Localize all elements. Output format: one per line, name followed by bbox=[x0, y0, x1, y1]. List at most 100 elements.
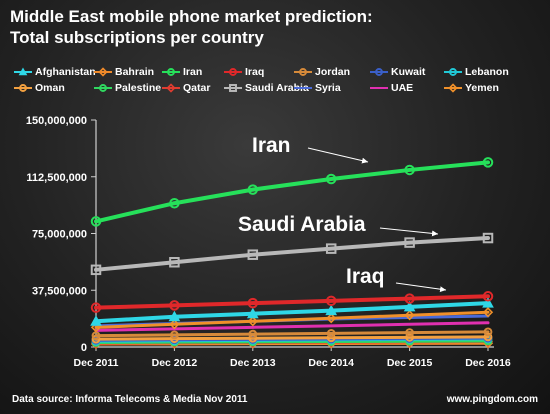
legend-marker bbox=[229, 68, 237, 77]
series-uae bbox=[94, 321, 490, 332]
data-point-jordan bbox=[405, 328, 415, 338]
data-point-saudi-arabia bbox=[404, 237, 415, 248]
series-yemen bbox=[90, 307, 494, 333]
legend-label: Saudi Arabia bbox=[245, 82, 309, 94]
y-tick-label: 150,000,000 bbox=[26, 115, 87, 127]
annotation-iran: Iran bbox=[252, 134, 291, 157]
legend-marker-icon bbox=[370, 67, 388, 77]
legend-label: Qatar bbox=[183, 82, 211, 94]
data-point-saudi-arabia bbox=[90, 264, 102, 276]
x-tick-label: Dec 2015 bbox=[387, 357, 433, 369]
site-url: www.pingdom.com bbox=[446, 394, 538, 405]
data-point-afghanistan bbox=[403, 300, 416, 312]
legend-item-afghanistan: Afghanistan bbox=[14, 66, 96, 79]
y-axis-ticks: 0 37,500,000 75,000,000 112,500,000 150,000,… bbox=[26, 115, 96, 354]
series-iraq bbox=[90, 291, 494, 313]
legend-item-palestine: Palestine bbox=[94, 82, 161, 95]
legend-label: Oman bbox=[35, 82, 65, 94]
data-point-iraq bbox=[482, 291, 494, 302]
data-point-saudi-arabia bbox=[247, 249, 259, 260]
legend-item-qatar: Qatar bbox=[162, 82, 210, 95]
legend-label: Syria bbox=[315, 82, 341, 94]
legend-marker-icon bbox=[14, 67, 32, 77]
data-point-iraq bbox=[169, 300, 180, 311]
legend-item-bahrain: Bahrain bbox=[94, 66, 154, 79]
legend-marker bbox=[19, 84, 27, 93]
data-point-afghanistan bbox=[325, 304, 338, 316]
y-tick-label: 112,500,000 bbox=[26, 172, 87, 184]
legend-marker bbox=[98, 67, 108, 77]
data-point-jordan bbox=[170, 330, 179, 340]
legend-marker bbox=[375, 68, 383, 77]
y-tick-label: 0 bbox=[81, 342, 87, 354]
x-tick-label: Dec 2011 bbox=[74, 357, 119, 369]
data-point-iran bbox=[325, 173, 337, 185]
data-point-saudi-arabia bbox=[169, 257, 180, 268]
data-point-iraq bbox=[90, 302, 102, 313]
data-point-iran bbox=[247, 184, 259, 195]
data-point-iran bbox=[90, 216, 102, 227]
data-point-afghanistan bbox=[482, 297, 494, 308]
chart-title: Middle East mobile phone market predicti… bbox=[10, 6, 373, 48]
legend-marker-icon bbox=[162, 83, 180, 93]
legend-marker-icon bbox=[444, 67, 462, 77]
legend-marker bbox=[448, 83, 458, 93]
annotation-arrow bbox=[307, 147, 369, 164]
annotation-saudi-arabia: Saudi Arabia bbox=[238, 213, 366, 236]
legend-marker-icon bbox=[294, 67, 312, 77]
legend-label: Bahrain bbox=[115, 66, 155, 78]
legend-item-yemen: Yemen bbox=[444, 82, 499, 95]
legend-marker bbox=[229, 84, 237, 93]
data-point-afghanistan bbox=[246, 307, 259, 319]
y-tick-label: 75,000,000 bbox=[32, 229, 87, 241]
data-point-yemen bbox=[482, 307, 494, 318]
data-point-jordan bbox=[326, 328, 336, 338]
x-tick-label: Dec 2016 bbox=[465, 357, 511, 369]
legend-marker bbox=[449, 68, 457, 77]
series-line-jordan bbox=[94, 330, 490, 338]
data-source-note: Data source: Informa Telecoms & Media No… bbox=[12, 394, 248, 405]
series-line-yemen bbox=[94, 310, 490, 329]
legend-marker bbox=[166, 83, 176, 93]
annotation-arrow bbox=[395, 282, 447, 293]
legend-item-uae: UAE bbox=[370, 82, 413, 95]
legend-label: Iran bbox=[183, 66, 203, 78]
data-point-jordan bbox=[248, 329, 258, 339]
series-line-uae bbox=[94, 321, 490, 332]
x-tick-label: Dec 2012 bbox=[152, 357, 198, 369]
chart-title-line2: Total subscriptions per country bbox=[10, 28, 264, 47]
series-iran bbox=[90, 157, 494, 227]
series-line-saudi-arabia bbox=[94, 236, 490, 272]
legend-label: Kuwait bbox=[391, 66, 426, 78]
y-tick-label: 37,500,000 bbox=[32, 285, 87, 297]
series-afghanistan bbox=[90, 297, 494, 326]
legend-marker-icon bbox=[14, 83, 32, 93]
legend-item-iran: Iran bbox=[162, 66, 202, 79]
legend-label: Jordan bbox=[315, 66, 351, 78]
data-point-iran bbox=[404, 164, 415, 176]
data-point-oman bbox=[483, 332, 493, 342]
legend-marker-icon bbox=[224, 83, 242, 93]
legend-marker bbox=[99, 84, 107, 93]
legend-marker-icon bbox=[94, 67, 112, 77]
legend-marker-icon bbox=[294, 83, 312, 93]
data-point-yemen bbox=[326, 313, 337, 324]
data-point-saudi-arabia bbox=[482, 232, 494, 244]
legend-label: UAE bbox=[391, 82, 414, 94]
legend-marker bbox=[299, 68, 307, 77]
x-tick-label: Dec 2013 bbox=[230, 357, 276, 369]
legend-item-jordan: Jordan bbox=[294, 66, 350, 79]
data-point-jordan bbox=[483, 327, 493, 337]
data-point-yemen bbox=[90, 322, 102, 333]
series-line-oman bbox=[94, 335, 490, 341]
x-tick-label: Dec 2014 bbox=[308, 357, 354, 369]
data-point-afghanistan bbox=[168, 310, 181, 322]
data-point-yemen bbox=[404, 310, 415, 321]
chart-legend: Afghanistan Bahrain Iran Iraq Jordan Kuwait Le… bbox=[14, 66, 544, 100]
data-point-iraq bbox=[404, 293, 415, 304]
legend-item-saudi-arabia: Saudi Arabia bbox=[224, 82, 309, 95]
data-point-yemen bbox=[247, 316, 258, 327]
legend-item-lebanon: Lebanon bbox=[444, 66, 509, 79]
legend-marker-icon bbox=[444, 83, 462, 93]
